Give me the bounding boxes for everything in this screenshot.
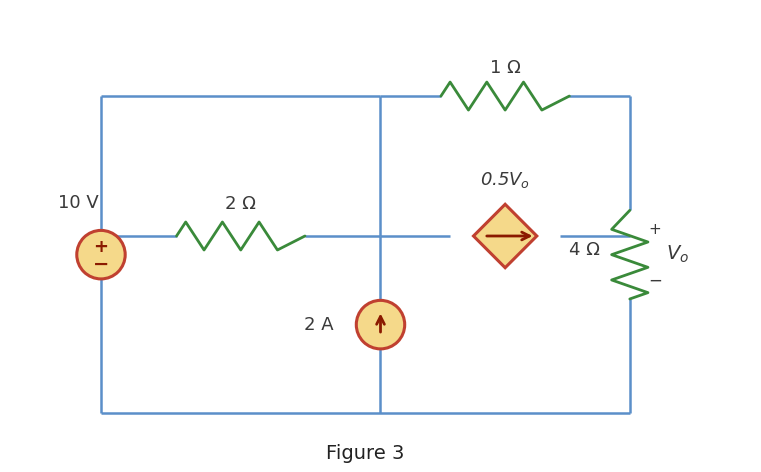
Text: 10 V: 10 V (58, 194, 99, 212)
Text: Figure 3: Figure 3 (326, 444, 405, 463)
Ellipse shape (356, 300, 405, 349)
Text: −: − (648, 271, 663, 289)
Text: 1 Ω: 1 Ω (490, 59, 521, 77)
Text: 2 A: 2 A (304, 316, 333, 334)
Text: $V_o$: $V_o$ (666, 244, 689, 265)
Text: 0.5$V_o$: 0.5$V_o$ (480, 170, 530, 190)
Ellipse shape (77, 230, 126, 279)
Text: 2 Ω: 2 Ω (225, 194, 256, 213)
Text: +: + (94, 238, 109, 256)
Text: +: + (648, 221, 661, 236)
Text: 4 Ω: 4 Ω (568, 241, 600, 259)
Text: −: − (93, 254, 109, 273)
Polygon shape (473, 204, 537, 268)
